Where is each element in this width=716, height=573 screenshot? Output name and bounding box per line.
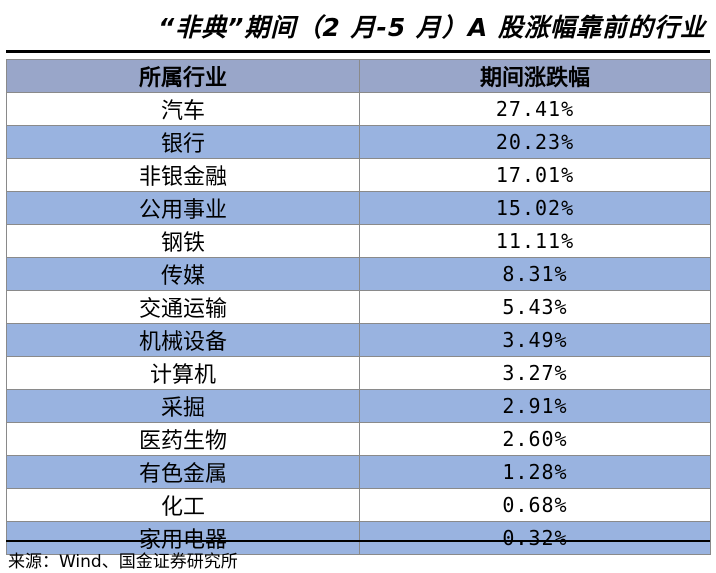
table-title: “非典”期间（2 月-5 月）A 股涨幅靠前的行业: [158, 13, 706, 42]
change-cell: 17.01%: [359, 158, 711, 192]
industry-cell: 交通运输: [6, 290, 360, 324]
change-cell: 8.31%: [359, 257, 711, 291]
change-cell: 3.27%: [359, 356, 711, 390]
table-row: 化工 0.68%: [6, 488, 711, 522]
change-cell: 11.11%: [359, 224, 711, 258]
industry-cell: 汽车: [6, 92, 360, 126]
change-cell: 1.28%: [359, 455, 711, 489]
table-row: 医药生物 2.60%: [6, 422, 711, 456]
industry-cell: 化工: [6, 488, 360, 522]
table-row: 银行 20.23%: [6, 125, 711, 159]
source-note: 来源：Wind、国金证券研究所: [8, 552, 238, 572]
table-row: 非银金融 17.01%: [6, 158, 711, 192]
industry-cell: 传媒: [6, 257, 360, 291]
table-row: 机械设备 3.49%: [6, 323, 711, 357]
industry-cell: 采掘: [6, 389, 360, 423]
change-cell: 2.60%: [359, 422, 711, 456]
change-cell: 27.41%: [359, 92, 711, 126]
industry-cell: 钢铁: [6, 224, 360, 258]
industry-cell: 计算机: [6, 356, 360, 390]
table-row: 采掘 2.91%: [6, 389, 711, 423]
table-row: 家用电器 0.32%: [6, 521, 711, 555]
industry-cell: 医药生物: [6, 422, 360, 456]
industry-gains-table: 所属行业 期间涨跌幅 汽车 27.41% 银行 20.23% 非银金融 17.0…: [6, 59, 711, 555]
header-change: 期间涨跌幅: [359, 59, 711, 93]
industry-cell: 非银金融: [6, 158, 360, 192]
table-row: 交通运输 5.43%: [6, 290, 711, 324]
change-cell: 5.43%: [359, 290, 711, 324]
industry-cell: 有色金属: [6, 455, 360, 489]
change-cell: 0.68%: [359, 488, 711, 522]
table-row: 有色金属 1.28%: [6, 455, 711, 489]
change-cell: 0.32%: [359, 521, 711, 555]
table-row: 钢铁 11.11%: [6, 224, 711, 258]
table-row: 公用事业 15.02%: [6, 191, 711, 225]
table-row: 计算机 3.27%: [6, 356, 711, 390]
table-row: 传媒 8.31%: [6, 257, 711, 291]
industry-cell: 机械设备: [6, 323, 360, 357]
change-cell: 15.02%: [359, 191, 711, 225]
change-cell: 20.23%: [359, 125, 711, 159]
industry-cell: 公用事业: [6, 191, 360, 225]
table-header-row: 所属行业 期间涨跌幅: [6, 59, 711, 93]
top-rule: [6, 50, 710, 53]
industry-cell: 家用电器: [6, 521, 360, 555]
change-cell: 2.91%: [359, 389, 711, 423]
table-row: 汽车 27.41%: [6, 92, 711, 126]
industry-cell: 银行: [6, 125, 360, 159]
bottom-rule: [6, 540, 710, 542]
header-industry: 所属行业: [6, 59, 360, 93]
change-cell: 3.49%: [359, 323, 711, 357]
